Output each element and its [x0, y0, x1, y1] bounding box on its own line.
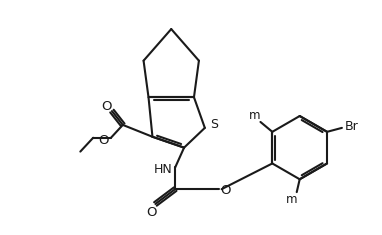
Text: O: O: [220, 184, 231, 197]
Text: m: m: [249, 109, 260, 121]
Text: m: m: [286, 192, 298, 206]
Text: HN: HN: [154, 163, 173, 176]
Text: Br: Br: [345, 120, 359, 133]
Text: O: O: [98, 134, 108, 147]
Text: O: O: [101, 100, 111, 113]
Text: S: S: [210, 118, 218, 131]
Text: O: O: [146, 206, 157, 219]
